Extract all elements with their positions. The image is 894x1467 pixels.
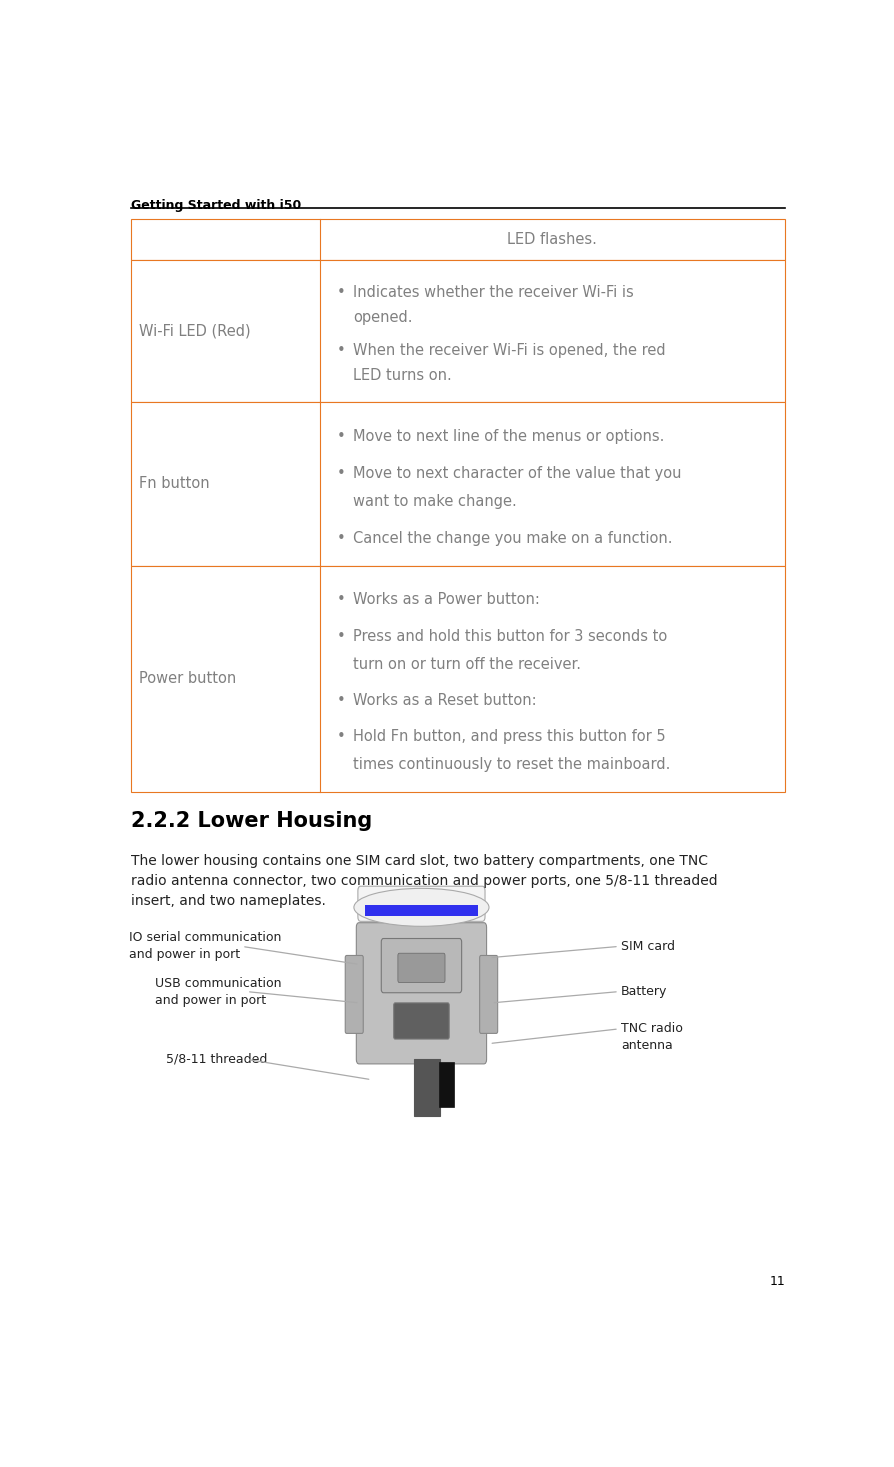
FancyBboxPatch shape <box>480 955 498 1033</box>
FancyBboxPatch shape <box>398 954 445 983</box>
FancyBboxPatch shape <box>131 566 785 792</box>
FancyBboxPatch shape <box>381 939 461 993</box>
Text: Works as a Reset button:: Works as a Reset button: <box>353 692 536 707</box>
Text: Fn button: Fn button <box>139 477 210 491</box>
FancyBboxPatch shape <box>131 402 785 566</box>
Text: •: • <box>337 593 346 607</box>
Text: USB communication
and power in port: USB communication and power in port <box>155 977 282 1006</box>
Text: 5/8-11 threaded: 5/8-11 threaded <box>165 1053 267 1067</box>
Text: •: • <box>337 285 346 301</box>
Text: times continuously to reset the mainboard.: times continuously to reset the mainboar… <box>353 757 670 772</box>
Text: Power button: Power button <box>139 672 237 687</box>
Text: Getting Started with i50: Getting Started with i50 <box>131 198 301 211</box>
Text: Works as a Power button:: Works as a Power button: <box>353 593 540 607</box>
Text: Wi-Fi LED (Red): Wi-Fi LED (Red) <box>139 323 251 339</box>
Text: opened.: opened. <box>353 311 412 326</box>
Ellipse shape <box>354 889 489 926</box>
Text: •: • <box>337 343 346 358</box>
Text: Cancel the change you make on a function.: Cancel the change you make on a function… <box>353 531 672 546</box>
FancyBboxPatch shape <box>131 219 785 260</box>
Text: LED flashes.: LED flashes. <box>508 232 597 246</box>
Text: LED turns on.: LED turns on. <box>353 368 451 383</box>
Text: •: • <box>337 692 346 707</box>
FancyBboxPatch shape <box>131 260 785 402</box>
Text: want to make change.: want to make change. <box>353 494 517 509</box>
Text: Battery: Battery <box>621 986 667 998</box>
FancyBboxPatch shape <box>345 955 363 1033</box>
FancyBboxPatch shape <box>357 923 486 1064</box>
FancyBboxPatch shape <box>358 886 485 921</box>
Text: SIM card: SIM card <box>621 940 675 954</box>
Text: Press and hold this button for 3 seconds to: Press and hold this button for 3 seconds… <box>353 629 667 644</box>
Text: •: • <box>337 428 346 445</box>
FancyBboxPatch shape <box>439 1062 454 1106</box>
Text: turn on or turn off the receiver.: turn on or turn off the receiver. <box>353 657 581 672</box>
Text: TNC radio
antenna: TNC radio antenna <box>621 1022 683 1052</box>
Text: 11: 11 <box>770 1275 785 1288</box>
Text: When the receiver Wi-Fi is opened, the red: When the receiver Wi-Fi is opened, the r… <box>353 343 665 358</box>
FancyBboxPatch shape <box>365 905 478 915</box>
Text: 2.2.2 Lower Housing: 2.2.2 Lower Housing <box>131 811 373 830</box>
Text: Move to next line of the menus or options.: Move to next line of the menus or option… <box>353 428 664 445</box>
Text: IO serial communication
and power in port: IO serial communication and power in por… <box>129 932 282 961</box>
Text: •: • <box>337 465 346 481</box>
Text: Indicates whether the receiver Wi-Fi is: Indicates whether the receiver Wi-Fi is <box>353 285 634 301</box>
Text: •: • <box>337 729 346 744</box>
Text: •: • <box>337 531 346 546</box>
Text: The lower housing contains one SIM card slot, two battery compartments, one TNC
: The lower housing contains one SIM card … <box>131 854 718 908</box>
Text: Move to next character of the value that you: Move to next character of the value that… <box>353 465 681 481</box>
FancyBboxPatch shape <box>393 1003 449 1039</box>
Text: Hold Fn button, and press this button for 5: Hold Fn button, and press this button fo… <box>353 729 665 744</box>
Text: •: • <box>337 629 346 644</box>
FancyBboxPatch shape <box>414 1059 440 1116</box>
